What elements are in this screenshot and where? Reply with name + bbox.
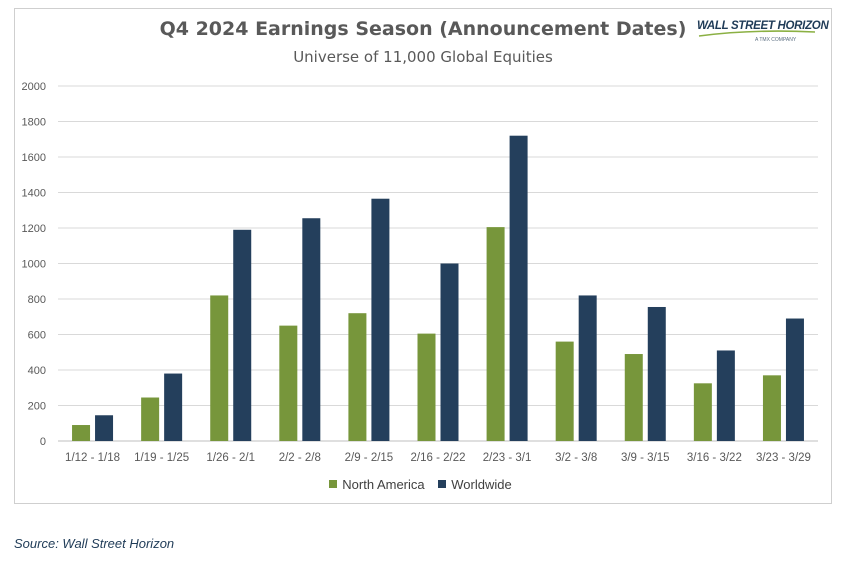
bar-chart-plot: 0 200 400 600 800 1000 1200 1400 1600 1800 2000 1/1… [22, 81, 818, 464]
y-tick-label: 800 [28, 294, 46, 306]
x-tick-label: 3/2 - 3/8 [555, 452, 597, 464]
legend-item-north-america: North America [329, 476, 425, 492]
x-tick-label: 2/16 - 2/22 [411, 452, 466, 464]
bar-north-america [72, 425, 91, 441]
bar-worldwide [95, 415, 114, 441]
y-tick-label: 1000 [22, 259, 46, 271]
logo-swoosh-icon [698, 30, 816, 37]
bar-worldwide [440, 263, 459, 441]
bar-north-america [141, 397, 160, 441]
bar-worldwide [785, 318, 804, 441]
x-tick-label: 2/2 - 2/8 [279, 452, 321, 464]
legend-item-worldwide: Worldwide [438, 476, 512, 492]
y-tick-label: 1400 [22, 188, 46, 200]
x-tick-label: 1/26 - 2/1 [206, 452, 255, 464]
y-tick-label: 1600 [22, 152, 46, 164]
bar-worldwide [371, 198, 390, 441]
x-tick-label: 3/23 - 3/29 [756, 452, 811, 464]
bar-worldwide [578, 295, 597, 441]
bar-north-america [693, 383, 712, 441]
bar-north-america [555, 341, 574, 441]
y-tick-label: 0 [40, 436, 46, 448]
y-tick-label: 400 [28, 365, 46, 377]
wall-street-horizon-logo: WALL STREET HORIZON A TMX COMPANY [697, 20, 829, 52]
bar-worldwide [647, 306, 666, 441]
bar-north-america [486, 227, 505, 441]
x-tick-label: 1/12 - 1/18 [65, 452, 120, 464]
source-note: Source: Wall Street Horizon [14, 536, 175, 551]
x-tick-label: 2/23 - 3/1 [483, 452, 532, 464]
x-tick-label: 2/9 - 2/15 [345, 452, 394, 464]
logo-name: WALL STREET HORIZON [697, 20, 829, 32]
x-tick-label: 1/19 - 1/25 [134, 452, 189, 464]
bar-north-america [762, 375, 781, 441]
chart-legend: North America Worldwide [0, 476, 841, 492]
bar-north-america [624, 354, 643, 441]
legend-swatch-worldwide [438, 480, 447, 488]
bar-north-america [279, 325, 298, 441]
y-tick-label: 1800 [22, 117, 46, 129]
bar-north-america [348, 313, 367, 441]
legend-label-worldwide: Worldwide [451, 476, 512, 492]
logo-tagline: A TMX COMPANY [755, 37, 797, 43]
bar-worldwide [164, 373, 183, 441]
legend-label-north-america: North America [342, 476, 425, 492]
bar-worldwide [509, 135, 528, 441]
y-tick-label: 200 [28, 401, 46, 413]
bar-north-america [210, 295, 229, 441]
y-tick-label: 600 [28, 330, 46, 342]
chart-title: Q4 2024 Earnings Season (Announcement Da… [159, 18, 687, 40]
chart-subtitle: Universe of 11,000 Global Equities [293, 48, 553, 66]
x-tick-label: 3/9 - 3/15 [621, 452, 670, 464]
legend-swatch-north-america [329, 480, 338, 488]
bar-north-america [417, 333, 436, 441]
y-tick-label: 2000 [22, 81, 46, 93]
bar-worldwide [233, 229, 252, 441]
y-tick-label: 1200 [22, 223, 46, 235]
x-tick-label: 3/16 - 3/22 [687, 452, 742, 464]
bar-worldwide [716, 350, 735, 441]
bar-worldwide [302, 218, 321, 441]
